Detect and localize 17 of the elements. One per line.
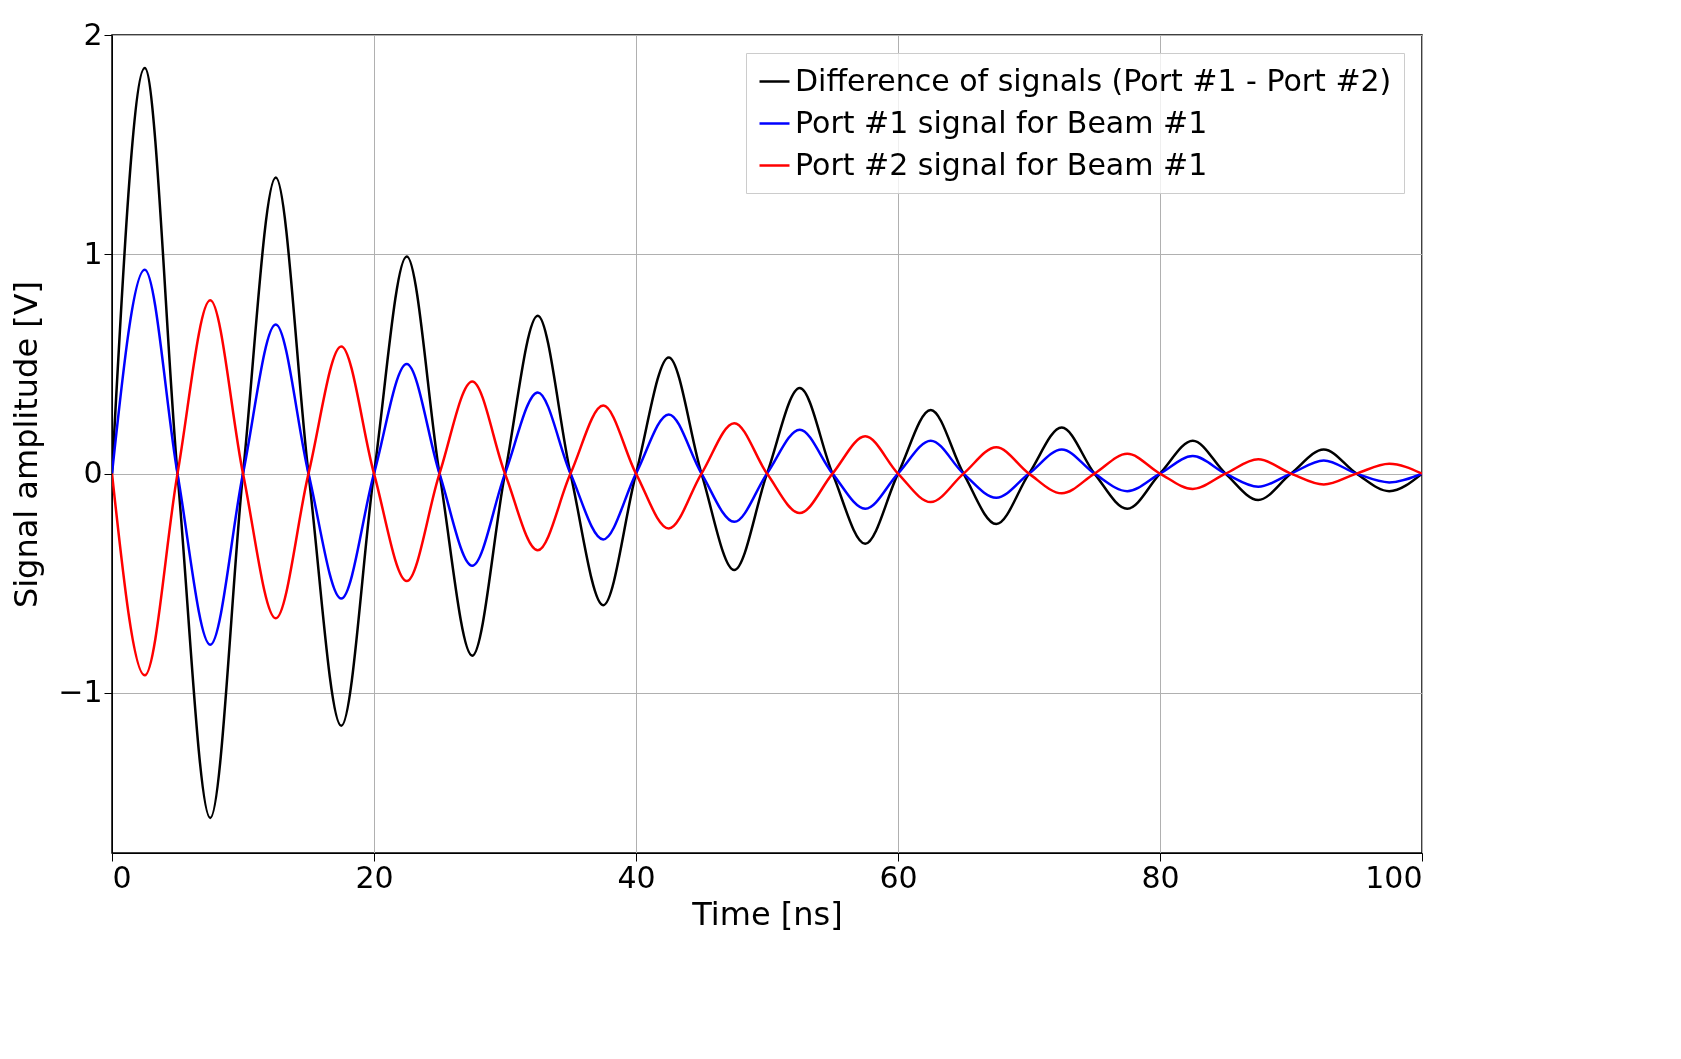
- x-tick-label: 20: [355, 859, 394, 895]
- x-tick-label: 40: [617, 859, 656, 895]
- line-series: [112, 299, 1422, 677]
- y-tick-label: 0: [83, 455, 103, 491]
- line-series: [112, 268, 1422, 646]
- x-tick-label: 0: [112, 859, 132, 895]
- y-tick-label: −1: [58, 674, 103, 710]
- y-axis-title: Signal amplitude [V]: [7, 280, 46, 609]
- y-tick-label: 2: [83, 16, 103, 52]
- legend-label: Difference of signals (Port #1 - Port #2): [795, 62, 1392, 98]
- legend-label: Port #1 signal for Beam #1: [795, 104, 1208, 140]
- x-tick-label: 100: [1365, 859, 1423, 895]
- x-tick-label: 80: [1141, 859, 1180, 895]
- x-tick-label: 60: [879, 859, 918, 895]
- legend-label: Port #2 signal for Beam #1: [795, 146, 1208, 182]
- y-tick-label: 1: [83, 235, 103, 271]
- x-axis-title: Time [ns]: [691, 894, 843, 933]
